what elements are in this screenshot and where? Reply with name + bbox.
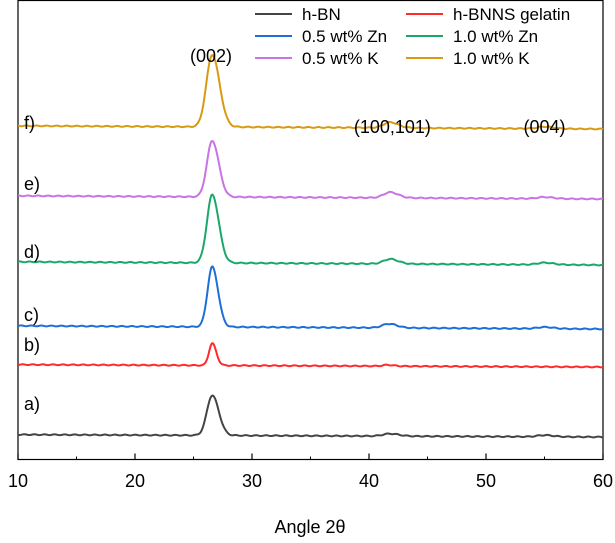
x-tick-label-5: 50 (476, 471, 496, 491)
series-tag-5: e) (24, 174, 40, 194)
x-tick-label-3: 30 (242, 471, 262, 491)
series-tag-layer: a) b) c) d) e) f) (24, 113, 40, 414)
peak-label-3: (004) (523, 117, 565, 137)
legend-label-1: h-BN (302, 5, 341, 24)
series-tag-1: a) (24, 394, 40, 414)
series-tag-6: f) (24, 113, 35, 133)
legend-label-6: 1.0 wt% K (453, 49, 530, 68)
x-tick-label-6: 60 (593, 471, 613, 491)
series-layer (17, 54, 604, 439)
peak-label-1: (002) (190, 46, 232, 66)
series-tag-4: d) (24, 242, 40, 262)
x-tick-label-2: 20 (125, 471, 145, 491)
series-line-2 (17, 342, 604, 369)
legend-label-5: 0.5 wt% K (302, 49, 379, 68)
series-tag-3: c) (24, 305, 39, 325)
series-line-6 (17, 54, 604, 131)
x-tick-label-1: 10 (8, 471, 28, 491)
legend-label-4: 1.0 wt% Zn (453, 27, 538, 46)
plot-area (17, 0, 604, 461)
peak-annotation-layer: (002) (100,101) (004) (190, 46, 565, 137)
legend-label-3: 0.5 wt% Zn (302, 27, 387, 46)
series-line-1 (17, 394, 604, 439)
series-line-3 (17, 265, 604, 331)
series-line-5 (17, 139, 604, 201)
x-axis-ticks: 10 20 30 40 50 60 (8, 453, 613, 491)
plot-frame (17, 0, 604, 461)
series-line-4 (17, 193, 604, 267)
series-tag-2: b) (24, 335, 40, 355)
x-tick-label-4: 40 (359, 471, 379, 491)
peak-label-2: (100,101) (354, 117, 431, 137)
x-axis-label: Angle 2θ (274, 517, 345, 537)
legend-label-2: h-BNNS gelatin (453, 5, 570, 24)
legend: h-BN h-BNNS gelatin 0.5 wt% Zn 1.0 wt% Zn 0.… (255, 5, 570, 68)
